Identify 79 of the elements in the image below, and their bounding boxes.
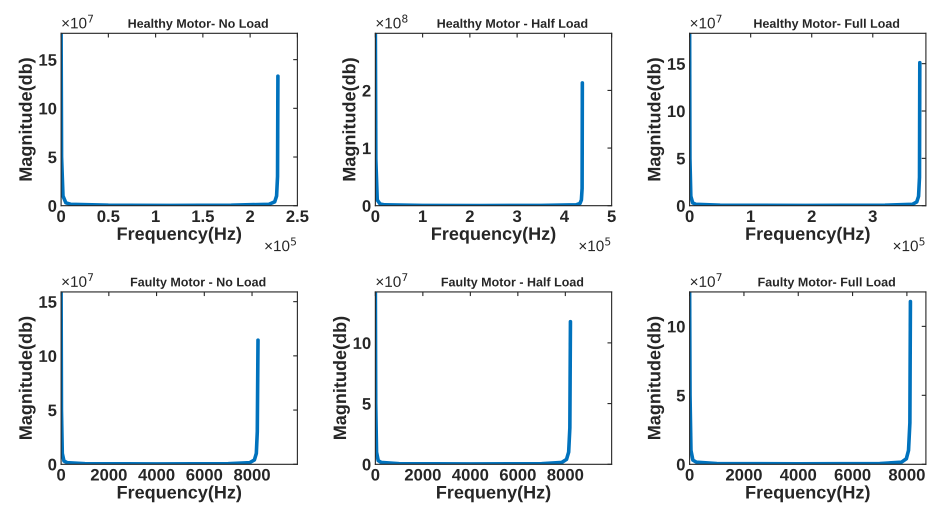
- x-tick-label: 2000: [90, 468, 127, 481]
- text: ×10$^{7}$: [376, 273, 408, 288]
- y-tick-label: 0: [676, 458, 685, 470]
- x-axis-title: Frequency(Hz): [118, 485, 242, 502]
- x-tick-label: 1.5: [192, 210, 214, 222]
- x-tick-label: 0: [57, 468, 66, 481]
- y-tick-label: 1: [362, 142, 371, 154]
- y-axis-title: Magnitude(db): [342, 58, 360, 180]
- y-axis-title: Magnitude(db): [18, 58, 36, 180]
- x-axis-title: Frequency(Hz): [746, 226, 870, 244]
- text: ×10$^{7}$: [62, 14, 94, 28]
- y-tick-label: 15: [668, 58, 685, 70]
- x-tick-label: 1: [152, 210, 160, 222]
- x-axis-title: Frequency(Hz): [118, 226, 242, 244]
- y-axis-title: Magnitude(db): [647, 58, 664, 180]
- y-tick-label: 10: [668, 105, 685, 118]
- x-tick-label: 1: [747, 210, 755, 222]
- text: ×10$^{5}$: [579, 238, 610, 252]
- chart-title: Healthy Motor- No Load: [128, 18, 268, 30]
- y-tick-label: 0: [676, 200, 685, 212]
- y-tick-label: 0: [362, 458, 371, 470]
- y-tick-label: 5: [48, 404, 56, 416]
- chart-title: Healthy Motor - Half Load: [438, 18, 588, 30]
- x-tick-label: 8000: [234, 468, 270, 481]
- chart-title: Faulty Motor - No Load: [130, 277, 266, 289]
- x-tick-label: 1: [419, 210, 427, 222]
- x-tick-label: 0: [686, 210, 694, 222]
- x-tick-label: 2: [808, 210, 816, 222]
- y-tick-label: 15: [39, 54, 56, 66]
- chart-title: Faulty Motor - Half Load: [442, 277, 584, 289]
- text: ×10$^{8}$: [376, 14, 408, 28]
- x-tick-label: 2000: [726, 468, 762, 481]
- x-tick-label: 2: [466, 210, 474, 222]
- text: ×10$^{7}$: [62, 273, 94, 288]
- y-tick-label: 5: [362, 398, 371, 410]
- x-axis-title: Frequency(Hz): [432, 226, 556, 244]
- y-tick-label: 0: [48, 458, 56, 470]
- x-tick-label: 3: [868, 210, 877, 222]
- y-tick-label: 10: [354, 337, 371, 350]
- text: ×10$^{7}$: [690, 14, 722, 28]
- x-axis-title: Frequency(Hz): [746, 485, 870, 502]
- text: ×10$^{7}$: [690, 273, 722, 288]
- x-tick-label: 4: [560, 210, 569, 222]
- x-tick-label: 0: [686, 468, 694, 481]
- x-tick-label: 6000: [500, 468, 536, 481]
- x-tick-label: 6000: [834, 468, 870, 481]
- chart-title: Healthy Motor- Full Load: [754, 18, 900, 30]
- y-tick-label: 0: [48, 200, 56, 212]
- y-tick-label: 2: [362, 84, 371, 96]
- x-tick-label: 3: [512, 210, 522, 222]
- x-tick-label: 4000: [138, 468, 174, 481]
- y-tick-label: 10: [39, 102, 56, 115]
- text: ×10$^{5}$: [265, 238, 296, 252]
- x-tick-label: 2: [246, 210, 254, 222]
- y-tick-label: 15: [39, 296, 56, 308]
- y-tick-label: 5: [676, 152, 685, 165]
- x-tick-label: 6000: [186, 468, 222, 481]
- y-axis-title: Magnitude(db): [332, 316, 350, 440]
- y-tick-label: 0: [362, 200, 371, 212]
- x-tick-label: 5: [608, 210, 616, 222]
- chart-title: Faulty Motor- Full Load: [758, 277, 895, 289]
- text: ×10$^{5}$: [894, 238, 925, 252]
- x-tick-label: 0.5: [97, 210, 120, 222]
- y-axis-title: Magnitude(db): [18, 316, 36, 440]
- y-axis-title: Magnitude(db): [647, 316, 664, 440]
- x-tick-label: 2000: [404, 468, 441, 481]
- x-tick-label: 0: [371, 468, 380, 481]
- y-tick-label: 5: [676, 390, 685, 402]
- x-tick-label: 4000: [780, 468, 816, 481]
- x-axis-title: Frequeny(Hz): [437, 485, 550, 502]
- y-tick-label: 10: [668, 320, 685, 333]
- x-tick-label: 0: [371, 210, 380, 222]
- x-tick-label: 0: [57, 210, 66, 222]
- y-tick-label: 10: [39, 350, 56, 362]
- x-tick-label: 2.5: [286, 210, 309, 222]
- x-tick-label: 8000: [888, 468, 925, 481]
- x-tick-label: 8000: [547, 468, 584, 481]
- y-tick-label: 5: [48, 152, 56, 164]
- x-tick-label: 4000: [452, 468, 488, 481]
